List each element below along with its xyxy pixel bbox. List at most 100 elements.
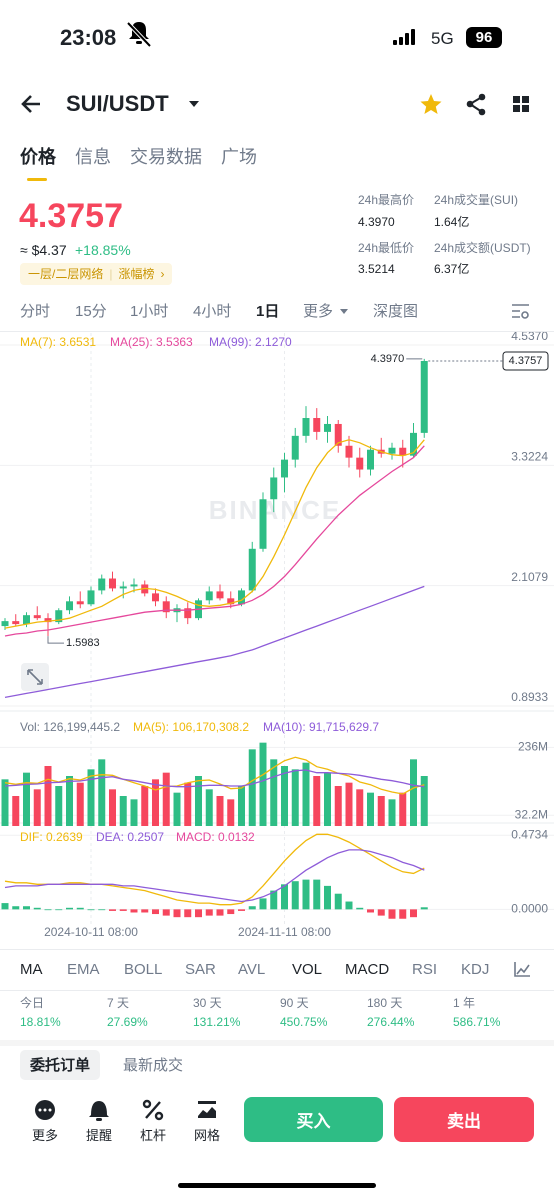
pair-dropdown[interactable] <box>189 101 199 107</box>
sell-button[interactable]: 卖出 <box>394 1097 534 1142</box>
interval-tab[interactable]: 深度图 <box>373 303 419 320</box>
candle-body <box>367 449 374 470</box>
period-label: 30 天 <box>193 996 222 1010</box>
period-label: 90 天 <box>280 996 309 1010</box>
tag[interactable]: 涨幅榜 <box>118 267 155 281</box>
share-icon[interactable] <box>466 93 486 116</box>
buy-button[interactable]: 买入 <box>244 1097 383 1142</box>
grid-icon[interactable] <box>198 1101 216 1118</box>
indicator-tab[interactable]: KDJ <box>461 961 490 978</box>
period-label: 今日 <box>20 996 45 1010</box>
indicator-tab[interactable]: MACD <box>345 961 390 978</box>
macd-bar <box>281 884 288 910</box>
period-change: 586.71% <box>453 1015 501 1029</box>
macd-bar <box>162 909 170 916</box>
indicator-tab[interactable]: SAR <box>185 961 216 978</box>
candle-body <box>248 548 256 591</box>
macd-bar <box>76 907 84 910</box>
tag-bar[interactable]: 一层/二层网络 | 涨幅榜 › <box>20 263 173 285</box>
orders-tab[interactable]: 委托订单 <box>20 1050 101 1080</box>
y-tick-label: 0.0000 <box>511 902 548 916</box>
macd-bar <box>33 907 41 910</box>
macd-bar <box>420 907 428 910</box>
candle-body <box>356 457 364 470</box>
macd-bar <box>184 909 192 918</box>
macd-bar <box>109 909 116 911</box>
chevron: › <box>160 267 165 281</box>
macd-bar <box>345 901 353 910</box>
volume-bar <box>184 782 192 826</box>
nav-label[interactable]: 网格 <box>193 1128 220 1143</box>
macd-bar <box>130 909 138 913</box>
interval-tab[interactable]: 4小时 <box>193 303 232 320</box>
nav-label[interactable]: 杠杆 <box>139 1128 166 1143</box>
more-icon[interactable] <box>35 1100 55 1120</box>
interval-tab[interactable]: 分时 <box>20 303 51 320</box>
stat-value: 1.64亿 <box>434 215 470 229</box>
layout-icon[interactable] <box>513 96 529 112</box>
candle-body <box>205 591 213 601</box>
indicator-settings-icon[interactable] <box>514 962 530 977</box>
legend-macd: MACD: 0.0132 <box>176 830 255 844</box>
interval-tab[interactable]: 1日 <box>256 303 280 320</box>
indicator-tab[interactable]: VOL <box>292 961 323 978</box>
tab[interactable]: 信息 <box>75 147 111 167</box>
tab[interactable]: 价格 <box>20 147 56 167</box>
period-change: 276.44% <box>367 1015 415 1029</box>
indicator-tab[interactable]: MA <box>20 961 43 978</box>
tag-divider: | <box>109 267 113 281</box>
macd-bar <box>98 909 106 911</box>
trades-tab[interactable]: 最新成交 <box>123 1057 184 1074</box>
stat-value: 6.37亿 <box>434 262 470 276</box>
mute-icon <box>126 21 152 48</box>
alert-icon[interactable] <box>89 1101 109 1121</box>
volume-bar <box>1 779 9 826</box>
candle-body <box>302 418 310 436</box>
pair-title[interactable]: SUI/USDT <box>66 91 169 116</box>
legend-ma25: MA(25): 3.5363 <box>110 335 193 349</box>
macd-bar <box>291 881 299 910</box>
macd-bar <box>388 909 396 919</box>
macd-bar <box>66 907 73 910</box>
candle-body <box>1 621 9 627</box>
volume-bar <box>195 776 202 826</box>
expand-icon[interactable] <box>21 663 49 691</box>
watermark: BINANCE <box>209 495 341 525</box>
indicator-line <box>4 585 425 699</box>
interval-tab[interactable]: 15分 <box>75 303 107 320</box>
back-arrow[interactable] <box>21 95 40 113</box>
candle-body <box>119 586 127 589</box>
stat-label: 24h成交额(USDT) <box>434 241 531 255</box>
volume-bar <box>205 789 213 826</box>
tab[interactable]: 交易数据 <box>130 147 202 167</box>
legend-ma10: MA(10): 91,715,629.7 <box>263 720 380 734</box>
candle-body <box>216 591 224 599</box>
nav-label[interactable]: 提醒 <box>85 1128 112 1143</box>
volume-bar <box>248 749 256 826</box>
chart-settings-icon[interactable] <box>512 304 529 319</box>
tag[interactable]: 一层/二层网络 <box>28 267 104 281</box>
indicator-tab[interactable]: EMA <box>67 961 100 978</box>
macd-bar <box>227 909 235 915</box>
nav-label[interactable]: 更多 <box>31 1128 58 1143</box>
status-time: 23:08 <box>60 25 117 50</box>
volume-bar <box>216 796 224 826</box>
favorite-star[interactable] <box>420 94 442 114</box>
candle-body <box>291 435 299 460</box>
interval-tab[interactable]: 更多 <box>303 303 334 320</box>
macd-bar <box>141 909 149 913</box>
macd-bar <box>313 879 321 910</box>
leverage-icon[interactable] <box>142 1099 164 1121</box>
interval-tab[interactable]: 1小时 <box>130 303 169 320</box>
candle-body <box>66 601 73 611</box>
stat-value: 4.3970 <box>358 215 395 229</box>
tab[interactable]: 广场 <box>221 147 257 167</box>
candle-body <box>87 590 95 605</box>
indicator-tab[interactable]: AVL <box>238 961 266 978</box>
volume-bar <box>87 769 95 826</box>
y-tick-label: 0.8933 <box>511 690 548 704</box>
period-change: 27.69% <box>107 1015 148 1029</box>
home-indicator <box>178 1183 376 1188</box>
indicator-tab[interactable]: RSI <box>412 961 438 978</box>
indicator-tab[interactable]: BOLL <box>124 961 163 978</box>
